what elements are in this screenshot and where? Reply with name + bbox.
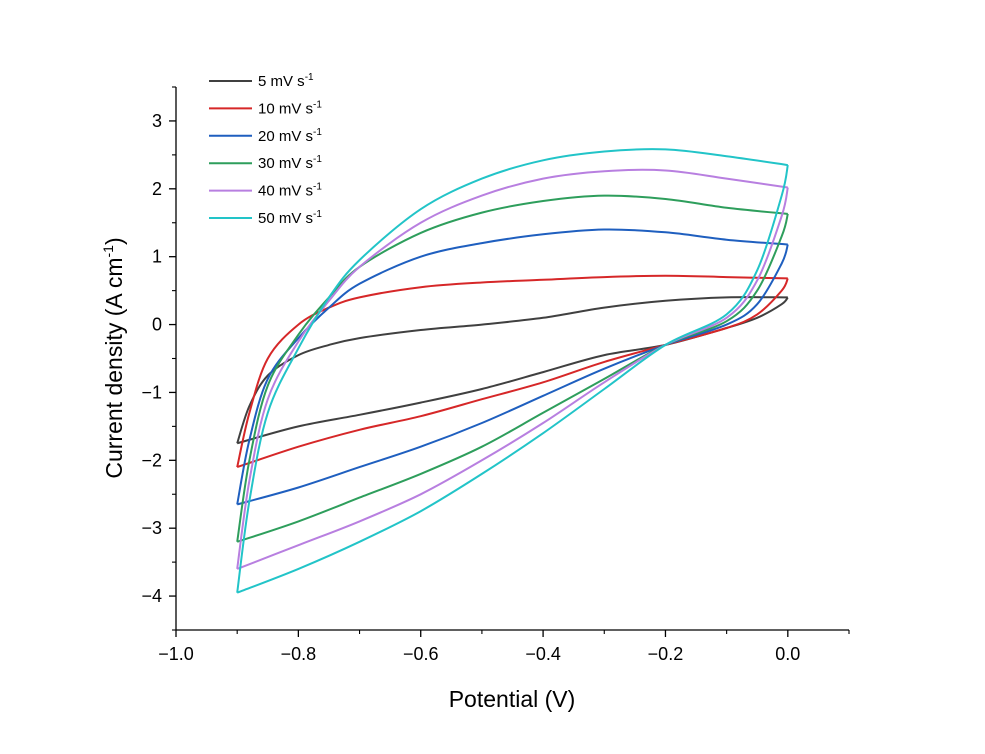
legend-label-text: 50 mV s: [258, 210, 313, 227]
legend-label: 50 mV s-1: [258, 209, 322, 227]
legend-label-sup: -1: [313, 182, 322, 193]
legend-label: 20 mV s-1: [258, 127, 322, 145]
x-axis-title: Potential (V): [449, 686, 576, 712]
cv-cathodic-sweep: [236, 187, 789, 570]
cv-cathodic-sweep: [236, 213, 789, 543]
cv-cathodic-sweep: [236, 244, 789, 506]
legend-label-sup: -1: [313, 99, 322, 110]
series-20-mv: [236, 228, 789, 506]
y-tick-label: −1: [141, 382, 162, 402]
legend-label-text: 30 mV s: [258, 155, 313, 172]
legend-label-sup: -1: [313, 154, 322, 165]
legend-label-text: 40 mV s: [258, 183, 313, 200]
series-10-mv: [236, 274, 789, 469]
legend-label-text: 20 mV s: [258, 128, 313, 145]
cv-anodic-sweep: [236, 148, 788, 593]
legend-label-text: 5 mV s: [258, 73, 305, 90]
cv-anodic-sweep: [236, 194, 788, 542]
legend-label: 10 mV s-1: [258, 99, 322, 117]
cv-anodic-sweep: [236, 274, 788, 468]
series-5-mv: [236, 296, 789, 445]
ticks: −1.0 −0.8 −0.6 −0.4 −0.2 0.0 −4 −3 −2 −1 0 1 2 3: [141, 86, 850, 664]
series: [236, 148, 789, 594]
y-axis-title-main: Current density (A cm: [101, 257, 127, 478]
x-tick-label: −0.6: [403, 644, 439, 664]
legend-label-sup: -1: [305, 72, 314, 83]
cv-cathodic-sweep: [236, 164, 789, 594]
y-axis-title-tail: ): [101, 237, 127, 245]
x-tick-label: −0.2: [648, 644, 684, 664]
y-tick-label: −3: [141, 518, 162, 538]
legend: 5 mV s-110 mV s-120 mV s-130 mV s-140 mV…: [209, 72, 322, 227]
legend-label: 40 mV s-1: [258, 182, 322, 200]
y-tick-label: 2: [152, 179, 162, 199]
y-tick-label: 3: [152, 111, 162, 131]
y-tick-label: 0: [152, 315, 162, 335]
x-tick-label: −0.8: [281, 644, 317, 664]
x-tick-label: 0.0: [775, 644, 800, 664]
legend-label-sup: -1: [313, 127, 322, 138]
x-tick-label: −1.0: [158, 644, 194, 664]
cv-cathodic-sweep: [236, 296, 789, 445]
y-tick-label: −4: [141, 586, 162, 606]
legend-label-text: 10 mV s: [258, 100, 313, 117]
cv-anodic-sweep: [236, 228, 788, 505]
x-tick-label: −0.4: [525, 644, 561, 664]
cv-cathodic-sweep: [236, 277, 789, 469]
cv-anodic-sweep: [236, 168, 788, 570]
series-30-mv: [236, 194, 789, 543]
legend-label: 30 mV s-1: [258, 154, 322, 172]
y-axis-title: Current density (A cm-1): [100, 237, 127, 478]
y-axis-title-sup: -1: [100, 245, 116, 258]
y-tick-label: 1: [152, 247, 162, 267]
series-40-mv: [236, 168, 789, 570]
series-50-mv: [236, 148, 789, 594]
cv-anodic-sweep: [236, 296, 788, 444]
legend-label-sup: -1: [313, 209, 322, 220]
y-tick-label: −2: [141, 450, 162, 470]
legend-label: 5 mV s-1: [258, 72, 314, 90]
